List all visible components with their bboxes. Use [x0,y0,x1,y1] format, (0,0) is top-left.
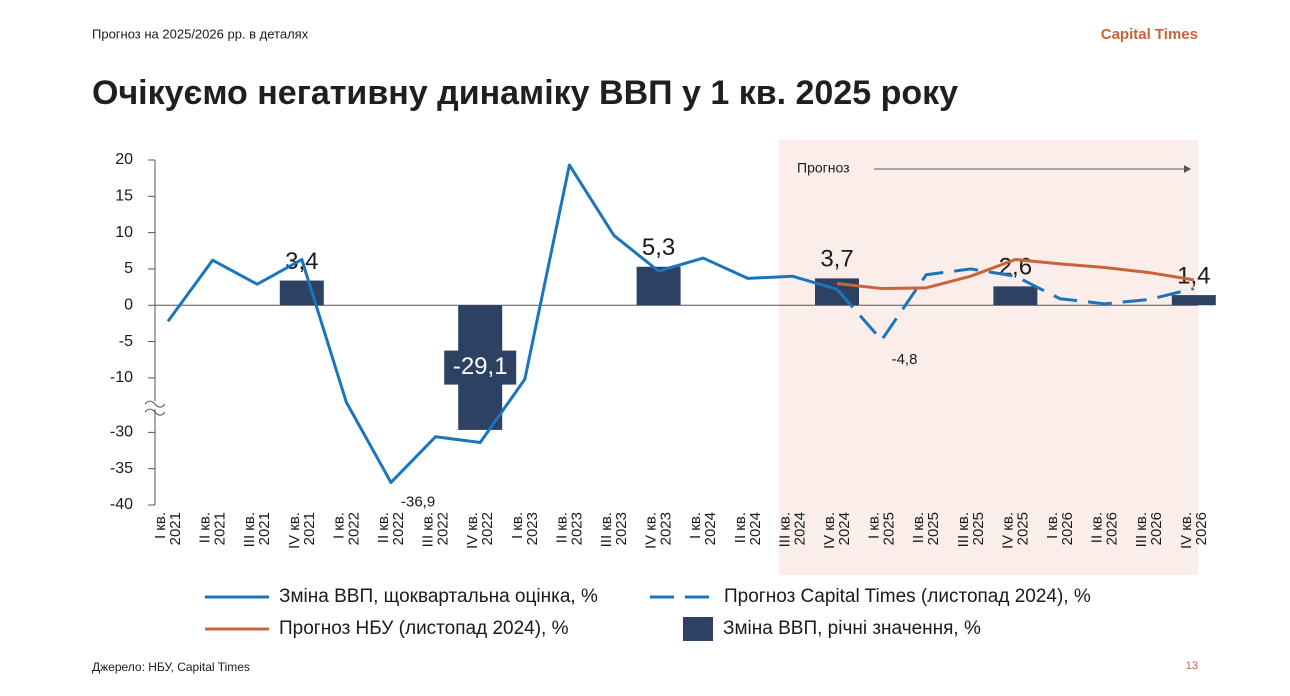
value-label: -36,9 [401,493,435,510]
x-tick-label: 2024 [747,512,764,545]
x-tick-label: II кв. [910,512,927,543]
x-tick-label: 2026 [1193,512,1210,545]
x-tick-label: III кв. [420,512,437,547]
x-tick-label: 2022 [479,512,496,545]
legend-label: Прогноз НБУ (листопад 2024), % [279,618,569,639]
x-tick-label: II кв. [375,512,392,543]
bar [279,280,324,306]
forecast-arrow-head [1184,165,1191,173]
y-tick-label: -10 [110,369,133,386]
x-tick-label: 2026 [1104,512,1121,545]
source: Джерело: НБУ, Capital Times [92,660,250,674]
subtitle: Прогноз на 2025/2026 рр. в деталях [92,26,309,41]
y-tick-label: -35 [110,460,133,477]
x-tick-label: 2022 [390,512,407,545]
axis-break [144,408,166,416]
legend-label: Прогноз Capital Times (листопад 2024), % [724,586,1091,607]
y-tick-label: 10 [115,224,133,241]
x-tick-label: 2023 [568,512,585,545]
x-tick-label: IV кв. [999,512,1016,549]
x-tick-label: I кв. [509,512,526,539]
x-tick-label: II кв. [732,512,749,543]
title: Очікуємо негативну динаміку ВВП у 1 кв. … [92,74,958,112]
x-tick-label: 2022 [435,512,452,545]
value-label: 1,4 [1177,262,1210,289]
x-tick-label: III кв. [776,512,793,547]
y-tick-label: -40 [110,496,133,513]
x-tick-label: IV кв. [286,512,303,549]
x-tick-label: 2024 [791,512,808,545]
forecast-label: Прогноз [797,160,850,176]
value-label: 2,6 [999,254,1032,281]
x-tick-label: 2024 [702,512,719,545]
x-tick-label: IV кв. [464,512,481,549]
x-tick-label: III кв. [1133,512,1150,547]
x-tick-label: 2024 [836,512,853,545]
x-tick-label: III кв. [955,512,972,547]
x-tick-label: IV кв. [821,512,838,549]
value-label: 5,3 [642,234,675,261]
x-tick-label: III кв. [598,512,615,547]
value-label: -29,1 [453,353,508,380]
x-tick-label: 2025 [1014,512,1031,545]
axis-break [144,400,166,408]
y-tick-label: -5 [119,333,133,350]
value-label-box [444,350,517,385]
x-tick-label: IV кв. [643,512,660,549]
x-tick-label: II кв. [553,512,570,543]
line-series [835,267,1195,342]
forecast-region [779,140,1198,575]
x-tick-label: II кв. [197,512,214,543]
y-tick-label: 5 [124,260,133,277]
x-tick-label: 2025 [970,512,987,545]
x-tick-label: I кв. [866,512,883,539]
bar [636,266,681,306]
x-tick-label: 2023 [613,512,630,545]
x-tick-label: 2025 [925,512,942,545]
x-tick-label: 2021 [301,512,318,545]
x-tick-label: I кв. [330,512,347,539]
x-tick-label: I кв. [152,512,169,539]
x-tick-label: I кв. [687,512,704,539]
y-tick-label: 0 [124,296,133,313]
x-tick-label: III кв. [241,512,258,547]
y-tick-label: 15 [115,188,133,205]
x-tick-label: 2021 [256,512,273,545]
x-tick-label: 2023 [524,512,541,545]
y-tick-label: -30 [110,424,133,441]
x-tick-label: 2026 [1059,512,1076,545]
x-tick-label: 2021 [167,512,184,545]
page-number: 13 [1186,660,1198,672]
line-series [836,258,1195,291]
axis-break-gap [145,401,165,410]
brand: Capital Times [1101,26,1198,43]
legend-swatch [683,617,713,641]
legend-label: Зміна ВВП, щоквартальна оцінка, % [279,586,598,607]
x-tick-label: 2026 [1148,512,1165,545]
value-label: 3,7 [820,246,853,273]
line-series [166,163,838,484]
x-tick-label: 2021 [212,512,229,545]
value-label: -4,8 [892,351,918,368]
x-tick-label: 2023 [658,512,675,545]
x-tick-label: II кв. [1089,512,1106,543]
x-tick-label: IV кв. [1178,512,1195,549]
bar [1171,295,1216,306]
x-tick-label: 2025 [881,512,898,545]
bar [815,278,859,306]
x-tick-label: I кв. [1044,512,1061,539]
bar [993,286,1038,306]
x-tick-label: 2022 [345,512,362,545]
legend-label: Зміна ВВП, річні значення, % [723,618,981,639]
y-tick-label: 20 [115,151,133,168]
